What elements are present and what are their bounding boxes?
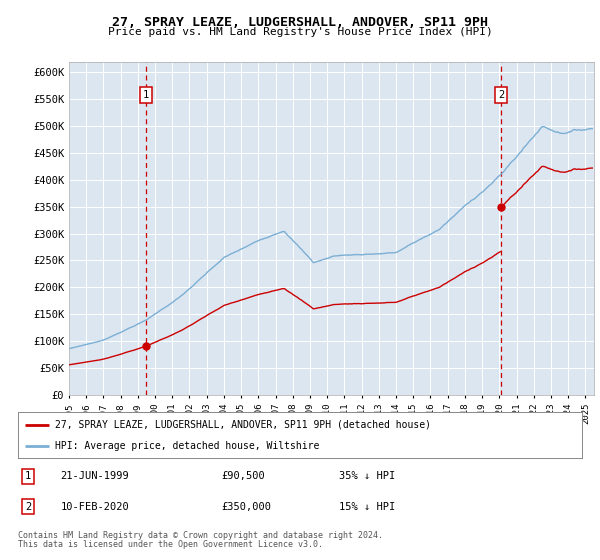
- Text: This data is licensed under the Open Government Licence v3.0.: This data is licensed under the Open Gov…: [18, 540, 323, 549]
- Text: £350,000: £350,000: [221, 502, 271, 512]
- Text: Contains HM Land Registry data © Crown copyright and database right 2024.: Contains HM Land Registry data © Crown c…: [18, 531, 383, 540]
- Text: Price paid vs. HM Land Registry's House Price Index (HPI): Price paid vs. HM Land Registry's House …: [107, 27, 493, 37]
- Text: 10-FEB-2020: 10-FEB-2020: [60, 502, 129, 512]
- Text: £90,500: £90,500: [221, 472, 265, 482]
- Text: 27, SPRAY LEAZE, LUDGERSHALL, ANDOVER, SP11 9PH: 27, SPRAY LEAZE, LUDGERSHALL, ANDOVER, S…: [112, 16, 488, 29]
- Text: 27, SPRAY LEAZE, LUDGERSHALL, ANDOVER, SP11 9PH (detached house): 27, SPRAY LEAZE, LUDGERSHALL, ANDOVER, S…: [55, 419, 431, 430]
- Text: 1: 1: [25, 472, 31, 482]
- Text: 2: 2: [498, 90, 505, 100]
- Text: 35% ↓ HPI: 35% ↓ HPI: [340, 472, 396, 482]
- Text: 2: 2: [25, 502, 31, 512]
- Text: 21-JUN-1999: 21-JUN-1999: [60, 472, 129, 482]
- Text: 15% ↓ HPI: 15% ↓ HPI: [340, 502, 396, 512]
- Text: 1: 1: [143, 90, 149, 100]
- Text: HPI: Average price, detached house, Wiltshire: HPI: Average price, detached house, Wilt…: [55, 441, 319, 451]
